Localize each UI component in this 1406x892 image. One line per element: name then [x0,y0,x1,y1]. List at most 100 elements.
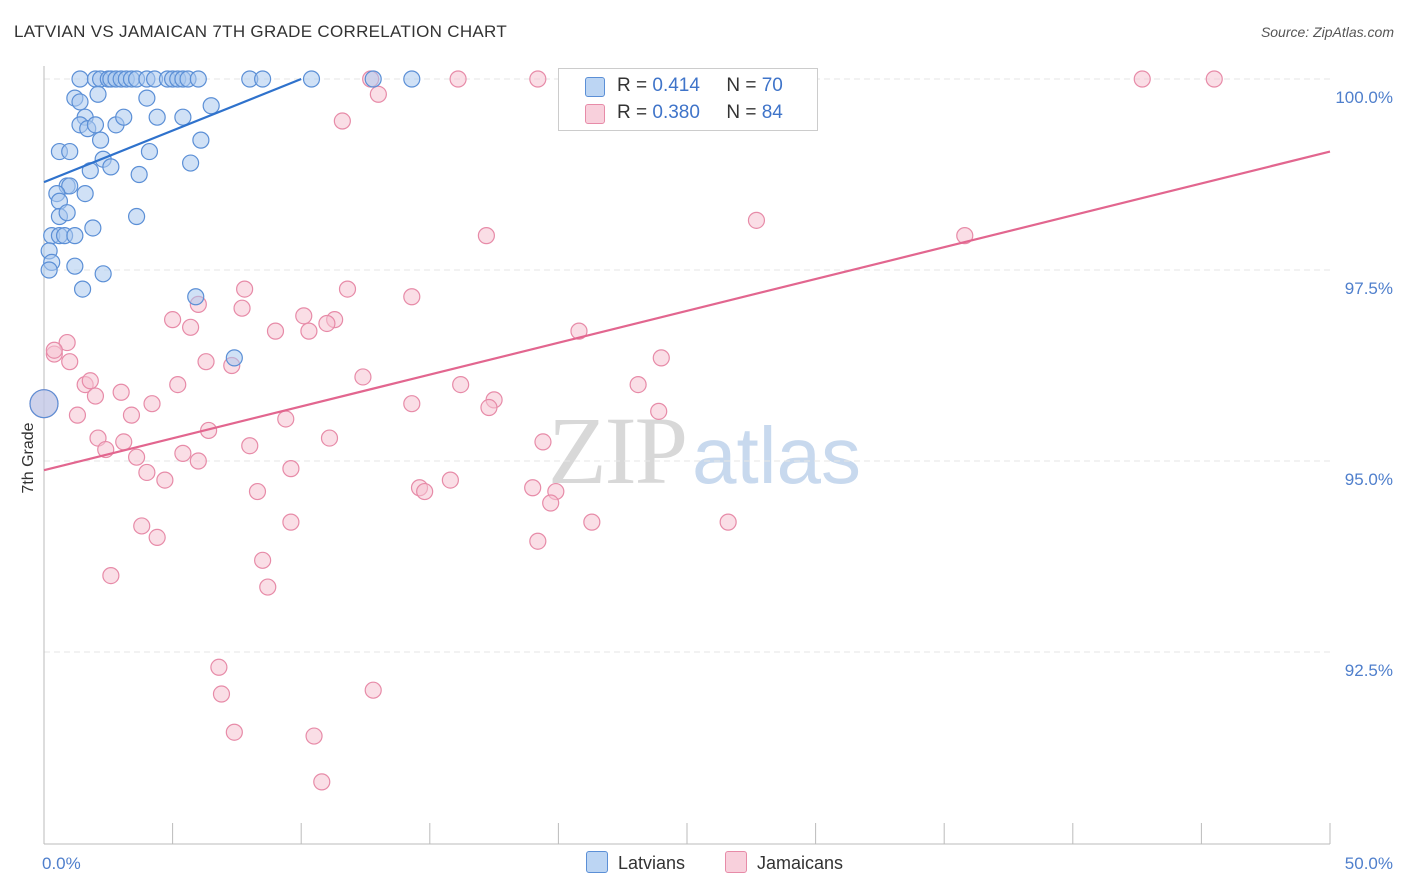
jamaican-point-58 [156,471,174,489]
jamaican-point-44 [122,406,141,424]
jamaican-point-71 [529,532,547,550]
jamaican-point-54 [241,437,259,455]
latvian-r-label: R = [617,75,648,96]
latvian-point-47 [61,177,79,195]
latvian-n-value: 70 [761,75,783,96]
jamaican-point-23 [570,322,588,340]
jamaican-point-10 [956,227,974,245]
latvian-r-value: 0.414 [652,75,700,96]
jamaican-n-label: N = [726,102,757,123]
jamaican-point-81 [45,341,63,359]
latvian-point-67 [29,389,59,419]
jamaican-point-37 [86,387,105,405]
latvian-point-0 [71,70,89,88]
latvian-point-20 [302,70,321,88]
source-credit: Source: ZipAtlas.com [1260,24,1394,40]
jamaican-point-55 [189,452,207,470]
latvian-point-52 [58,204,76,222]
jamaican-point-43 [68,406,87,424]
latvian-stats: R = 0.414 N = 70 [617,75,783,97]
jamaican-stats: R = 0.380 N = 84 [617,102,783,124]
jamaican-point-73 [102,566,120,585]
jamaican-r-value: 0.380 [652,102,700,123]
latvian-point-61 [40,261,58,279]
jamaican-point-62 [248,482,267,501]
jamaican-point-68 [583,513,601,531]
jamaican-point-77 [364,681,382,699]
jamaican-point-76 [212,685,231,703]
jamaican-point-65 [542,494,560,512]
latvian-point-65 [187,288,205,306]
jamaican-point-22 [318,314,336,333]
y-tick-label-1: 95.0% [1345,470,1393,489]
x-tick-label-0: 0.0% [42,854,81,873]
jamaican-point-57 [282,460,300,478]
latvian-point-19 [254,70,272,88]
latvian-point-37 [192,131,210,149]
jamaican-point-24 [58,333,76,352]
jamaican-point-63 [524,479,542,497]
y-axis-label: 7th Grade [20,422,37,493]
jamaican-point-9 [477,227,495,245]
latvian-point-44 [102,158,120,176]
chart-title: LATVIAN VS JAMAICAN 7TH GRADE CORRELATIO… [14,22,508,41]
latvian-point-63 [94,265,112,283]
jamaican-point-49 [320,429,339,447]
jamaican-point-34 [169,376,187,394]
latvian-point-17 [189,70,207,88]
jamaican-point-32 [81,372,99,390]
latvian-point-31 [86,116,105,134]
jamaican-point-56 [138,463,156,482]
latvian-trend-line [43,77,302,184]
jamaican-point-16 [182,318,200,336]
jamaican-point-38 [143,395,161,413]
jamaican-point-13 [403,288,421,306]
latvian-point-58 [66,227,84,245]
jamaican-point-48 [115,433,133,451]
latvian-point-25 [89,85,107,103]
jamaican-r-label: R = [617,102,648,123]
latvian-point-54 [84,219,102,237]
jamaican-point-45 [277,410,295,428]
latvian-point-26 [138,89,156,107]
jamaican-point-14 [233,299,251,317]
jamaican-point-20 [266,322,285,340]
jamaican-point-67 [282,513,300,531]
latvian-point-42 [182,154,200,172]
jamaican-point-33 [112,383,130,401]
jamaican-point-36 [629,376,647,394]
latvian-point-27 [202,97,220,115]
latvian-n-label: N = [726,75,757,96]
jamaican-point-79 [305,727,323,745]
latvian-point-39 [61,142,79,161]
jamaican-n-value: 84 [761,102,783,123]
latvian-point-40 [140,142,159,161]
axes [43,66,1331,845]
jamaican-point-78 [225,723,243,741]
latvian-point-21 [364,70,382,88]
jamaican-point-75 [210,658,228,676]
jamaican-point-61 [416,482,434,501]
jamaican-point-69 [719,513,737,531]
latvian-point-62 [66,257,84,275]
latvian-point-49 [76,185,94,203]
jamaican-point-11 [236,280,254,298]
latvian-point-53 [127,207,146,226]
latvian-point-22 [403,70,421,88]
jamaican-point-7 [333,112,351,130]
jamaicans-swatch [725,851,747,873]
y-tick-label-2: 97.5% [1345,279,1393,298]
stats-legend: R = 0.414 N = 70 R = 0.380 N = 84 [558,68,818,131]
jamaican-point-27 [197,353,215,371]
jamaican-point-72 [254,551,272,569]
jamaican-point-26 [61,353,79,371]
latvian-point-66 [225,349,243,367]
jamaican-trend-line [43,150,1331,472]
jamaican-point-70 [148,528,166,547]
latvian-point-33 [115,108,133,126]
x-tick-label-1: 50.0% [1345,854,1393,873]
jamaican-point-29 [652,349,670,367]
latvian-point-35 [174,108,192,126]
jamaicans-label: Jamaicans [757,853,844,873]
